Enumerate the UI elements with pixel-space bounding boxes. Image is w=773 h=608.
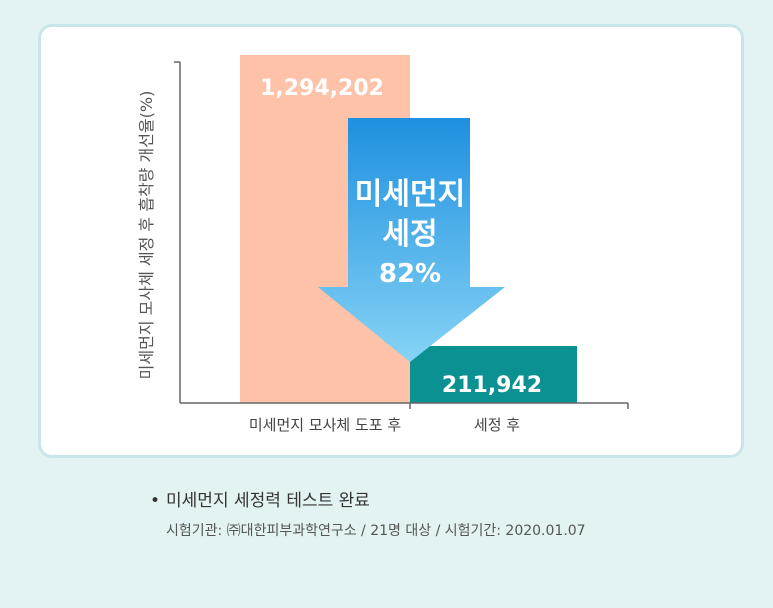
x-tick-label-2: 세정 후 xyxy=(474,416,520,434)
bullet: • xyxy=(150,491,161,511)
arrow-line-2: 세정 xyxy=(382,217,437,252)
note-subtitle: 시험기관: ㈜대한피부과학연구소 / 21명 대상 / 시험기간: 2020.0… xyxy=(166,523,586,539)
arrow-line-3: 82% xyxy=(379,259,441,289)
bar-value-label-2: 211,942 xyxy=(442,373,542,398)
note-title-text: 미세먼지 세정력 테스트 완료 xyxy=(166,491,370,511)
reduction-arrow xyxy=(318,118,505,362)
bar-chart: 미세먼지 모사체 세정 후 흡착량 개선율(%) 1,294,202 211,94… xyxy=(137,55,629,434)
bar-value-label-1: 1,294,202 xyxy=(260,76,384,101)
bar-2 xyxy=(410,346,577,403)
arrow-line-1: 미세먼지 xyxy=(355,177,465,212)
note-title: • 미세먼지 세정력 테스트 완료 xyxy=(150,486,370,511)
y-axis-label: 미세먼지 모사체 세정 후 흡착량 개선율(%) xyxy=(137,91,156,380)
x-tick-label-1: 미세먼지 모사체 도포 후 xyxy=(249,416,402,434)
